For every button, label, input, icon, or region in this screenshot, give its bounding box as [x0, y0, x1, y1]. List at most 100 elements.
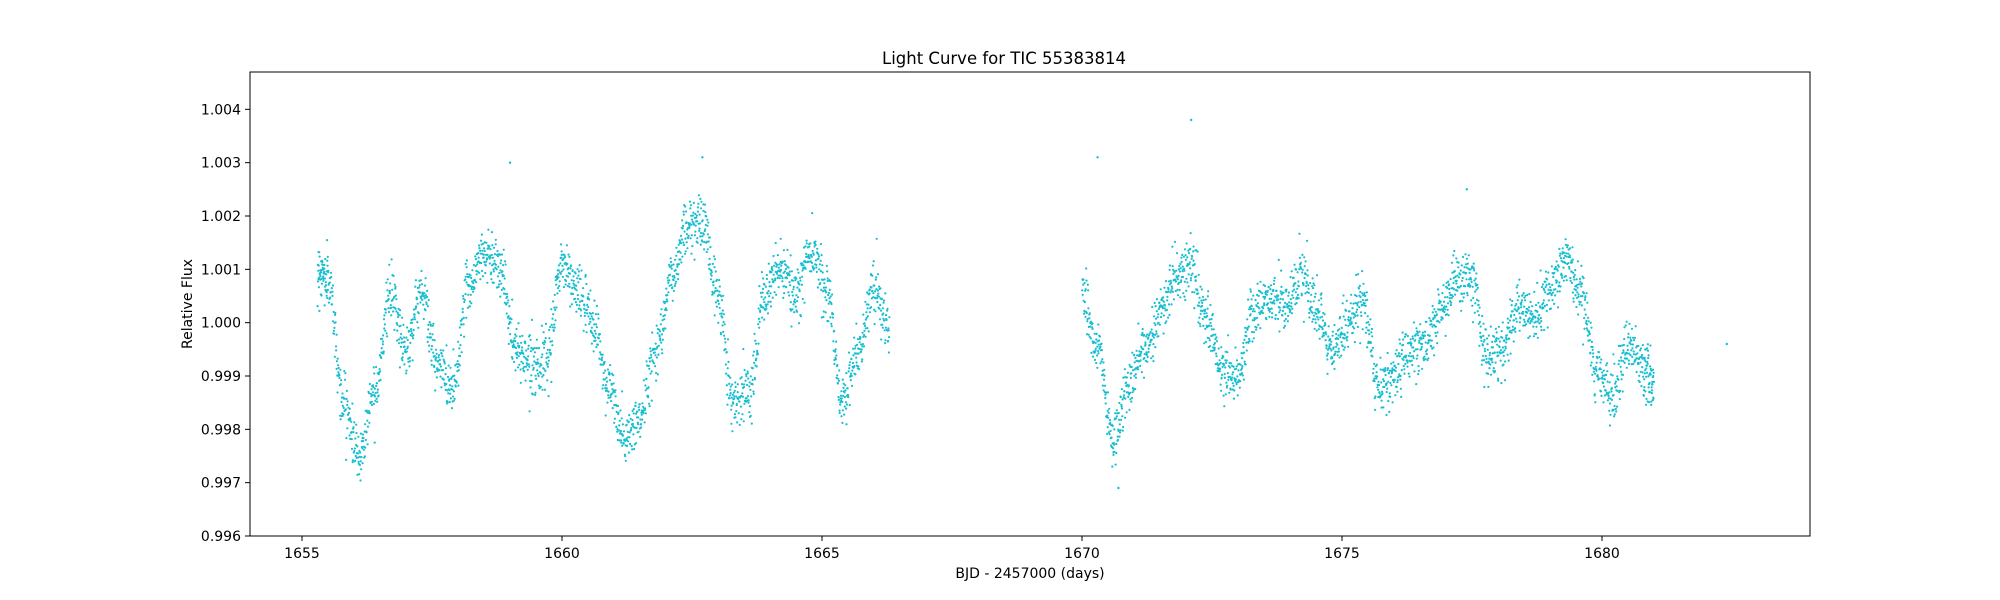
data-point [1603, 378, 1606, 381]
data-point [524, 342, 527, 345]
data-point [1610, 390, 1613, 393]
data-point [411, 359, 414, 362]
data-point [1503, 379, 1507, 382]
data-point [1145, 351, 1148, 354]
data-point [1104, 396, 1107, 400]
data-point [343, 378, 347, 381]
data-point [625, 438, 628, 441]
data-point [333, 332, 336, 335]
data-point [696, 206, 700, 209]
data-point [1247, 325, 1250, 328]
data-point [1177, 274, 1180, 277]
data-point [1481, 344, 1484, 347]
data-point [709, 272, 712, 275]
data-point [1381, 392, 1384, 395]
data-point [1649, 365, 1652, 368]
data-point [1459, 273, 1462, 276]
data-point [1163, 286, 1166, 289]
data-point [1326, 348, 1330, 351]
data-point [1500, 330, 1503, 333]
data-point [1558, 290, 1561, 293]
data-point [685, 210, 688, 213]
data-point [1464, 285, 1467, 288]
data-point [1130, 365, 1133, 368]
data-point [377, 394, 380, 397]
data-point [1363, 302, 1366, 305]
data-point [1634, 358, 1637, 361]
data-point [1222, 364, 1226, 367]
data-point [1541, 283, 1544, 286]
data-point [417, 312, 420, 315]
data-point [650, 356, 653, 359]
y-axis: 0.9960.9970.9980.9991.0001.0011.0021.003… [201, 102, 250, 545]
data-point [1577, 313, 1580, 316]
data-point [735, 395, 738, 398]
data-point [1346, 345, 1350, 348]
data-point [880, 338, 883, 341]
data-point [876, 296, 879, 300]
data-point [1371, 355, 1374, 358]
data-point [858, 368, 861, 371]
data-point [633, 447, 636, 451]
data-point [1277, 298, 1280, 301]
data-point [1636, 357, 1639, 360]
data-point [1212, 333, 1215, 336]
data-point [1275, 289, 1278, 292]
data-point [855, 356, 858, 359]
data-point [1206, 295, 1209, 298]
data-point [494, 243, 497, 246]
data-point [1559, 252, 1562, 255]
data-point [632, 408, 635, 411]
data-point [410, 328, 413, 331]
data-point [1294, 291, 1297, 294]
data-point [858, 341, 861, 344]
data-point [1456, 274, 1459, 277]
data-point [813, 267, 816, 270]
data-point [1258, 307, 1261, 310]
data-point [395, 298, 398, 301]
data-point [1236, 394, 1239, 397]
data-point [738, 423, 741, 426]
data-point [1375, 377, 1378, 380]
data-point [1112, 453, 1115, 456]
data-point [1224, 393, 1227, 396]
data-point [525, 349, 528, 352]
data-point [1103, 384, 1107, 387]
data-point [461, 318, 464, 321]
data-point [677, 263, 681, 266]
data-point [1185, 277, 1188, 280]
data-point [1311, 285, 1314, 288]
data-point [1283, 319, 1286, 322]
data-point [1456, 289, 1459, 292]
data-point [1251, 310, 1254, 313]
data-point [1486, 343, 1489, 346]
data-point [702, 209, 705, 212]
data-point [848, 364, 851, 367]
data-point [1544, 291, 1547, 294]
data-point [1515, 310, 1519, 313]
data-point [772, 273, 775, 276]
data-point [850, 372, 853, 375]
data-point [378, 368, 381, 371]
data-point [1509, 352, 1512, 355]
data-point [1515, 320, 1518, 323]
data-point [791, 290, 794, 294]
data-point [382, 352, 385, 355]
data-point [853, 365, 856, 368]
data-point [1596, 374, 1599, 377]
data-point [1390, 362, 1393, 365]
data-point [1579, 301, 1582, 304]
data-point [1272, 289, 1275, 292]
data-point [1128, 363, 1131, 366]
data-point [499, 262, 502, 265]
data-point [1433, 316, 1436, 319]
data-point [522, 355, 526, 358]
data-point [1399, 378, 1402, 381]
data-point [1637, 362, 1640, 365]
data-point [584, 323, 587, 326]
data-point [628, 414, 631, 417]
data-point [1502, 363, 1505, 366]
data-point [656, 332, 659, 335]
data-point [327, 301, 331, 304]
data-point [1093, 332, 1096, 335]
